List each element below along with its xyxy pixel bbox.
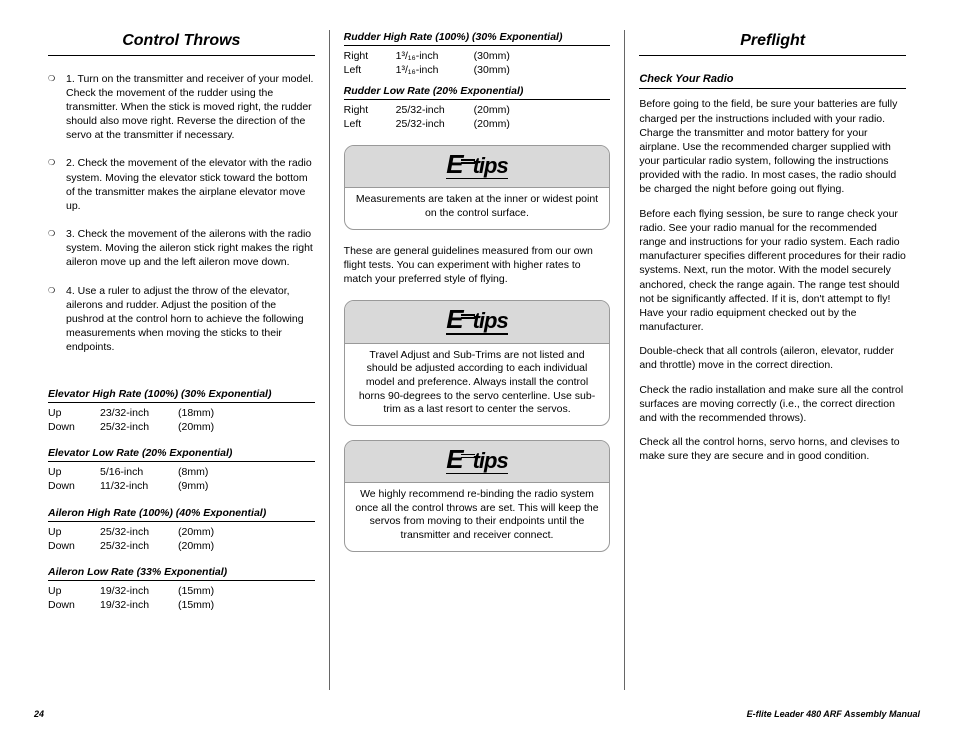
table-row: Up5/16-inch(8mm) (48, 465, 315, 479)
rate-table: Up19/32-inch(15mm) Down19/32-inch(15mm) (48, 584, 315, 612)
page-footer: 24 E-flite Leader 480 ARF Assembly Manua… (34, 708, 920, 720)
heading-preflight: Preflight (639, 30, 906, 56)
rate-table: Right25/32-inch(20mm) Left25/32-inch(20m… (344, 103, 611, 131)
step-item: ❍3. Check the movement of the ailerons w… (48, 227, 315, 270)
step-text: 4. Use a ruler to adjust the throw of th… (66, 284, 315, 355)
manual-title: E-flite Leader 480 ARF Assembly Manual (747, 708, 920, 720)
step-item: ❍2. Check the movement of the elevator w… (48, 156, 315, 213)
bullet-icon: ❍ (48, 284, 66, 355)
tip-box: Etips We highly recommend re-binding the… (344, 440, 611, 552)
page-columns: Control Throws ❍1. Turn on the transmitt… (34, 30, 920, 690)
tip-box: Etips Travel Adjust and Sub-Trims are no… (344, 300, 611, 426)
tip-text: We highly recommend re-binding the radio… (345, 483, 610, 551)
paragraph: These are general guidelines measured fr… (344, 244, 611, 287)
table-row: Up19/32-inch(15mm) (48, 584, 315, 598)
steps-list: ❍1. Turn on the transmitter and receiver… (48, 72, 315, 355)
table-row: Down25/32-inch(20mm) (48, 539, 315, 553)
page-number: 24 (34, 708, 44, 720)
bullet-icon: ❍ (48, 156, 66, 213)
column-2: Rudder High Rate (100%) (30% Exponential… (329, 30, 626, 690)
column-3: Preflight Check Your Radio Before going … (625, 30, 920, 690)
rate-table: Up23/32-inch(18mm) Down25/32-inch(20mm) (48, 406, 315, 434)
rate-table: Up25/32-inch(20mm) Down25/32-inch(20mm) (48, 525, 315, 553)
table-row: Up25/32-inch(20mm) (48, 525, 315, 539)
tip-header: Etips (345, 301, 610, 343)
step-item: ❍1. Turn on the transmitter and receiver… (48, 72, 315, 143)
rate-title: Elevator Low Rate (20% Exponential) (48, 446, 315, 462)
subheading-check-radio: Check Your Radio (639, 72, 906, 90)
rate-title: Aileron High Rate (100%) (40% Exponentia… (48, 506, 315, 522)
paragraph: Check the radio installation and make su… (639, 383, 906, 426)
column-1: Control Throws ❍1. Turn on the transmitt… (34, 30, 329, 690)
tip-box: Etips Measurements are taken at the inne… (344, 145, 611, 230)
paragraph: Double-check that all controls (aileron,… (639, 344, 906, 372)
table-row: Left25/32-inch(20mm) (344, 117, 611, 131)
tip-text: Travel Adjust and Sub-Trims are not list… (345, 344, 610, 425)
rate-title: Rudder High Rate (100%) (30% Exponential… (344, 30, 611, 46)
e-tips-logo: Etips (446, 152, 507, 179)
e-tips-logo: Etips (446, 447, 507, 474)
paragraph: Before going to the field, be sure your … (639, 97, 906, 196)
heading-control-throws: Control Throws (48, 30, 315, 56)
step-text: 1. Turn on the transmitter and receiver … (66, 72, 315, 143)
tip-header: Etips (345, 441, 610, 483)
tip-text: Measurements are taken at the inner or w… (345, 188, 610, 228)
bullet-icon: ❍ (48, 227, 66, 270)
step-item: ❍4. Use a ruler to adjust the throw of t… (48, 284, 315, 355)
paragraph: Check all the control horns, servo horns… (639, 435, 906, 463)
table-row: Right1³/₁₆-inch(30mm) (344, 49, 611, 63)
tip-header: Etips (345, 146, 610, 188)
rate-title: Elevator High Rate (100%) (30% Exponenti… (48, 387, 315, 403)
step-text: 2. Check the movement of the elevator wi… (66, 156, 315, 213)
rate-title: Aileron Low Rate (33% Exponential) (48, 565, 315, 581)
e-tips-logo: Etips (446, 307, 507, 334)
table-row: Down19/32-inch(15mm) (48, 598, 315, 612)
table-row: Down11/32-inch(9mm) (48, 479, 315, 493)
paragraph: Before each flying session, be sure to r… (639, 207, 906, 335)
step-text: 3. Check the movement of the ailerons wi… (66, 227, 315, 270)
table-row: Right25/32-inch(20mm) (344, 103, 611, 117)
table-row: Up23/32-inch(18mm) (48, 406, 315, 420)
bullet-icon: ❍ (48, 72, 66, 143)
table-row: Down25/32-inch(20mm) (48, 420, 315, 434)
rate-table: Right1³/₁₆-inch(30mm) Left1³/₁₆-inch(30m… (344, 49, 611, 77)
table-row: Left1³/₁₆-inch(30mm) (344, 63, 611, 77)
rate-table: Up5/16-inch(8mm) Down11/32-inch(9mm) (48, 465, 315, 493)
rate-title: Rudder Low Rate (20% Exponential) (344, 84, 611, 100)
